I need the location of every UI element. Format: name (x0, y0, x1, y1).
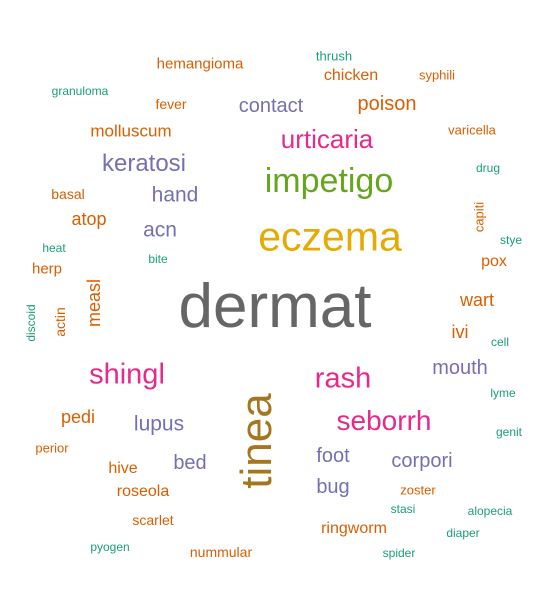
word-eczema: eczema (258, 213, 402, 260)
word-pyogen: pyogen (90, 540, 130, 554)
word-bug: bug (316, 476, 350, 498)
word-seborrh: seborrh (336, 405, 432, 436)
word-scarlet: scarlet (132, 512, 174, 528)
word-perior: perior (35, 440, 69, 456)
word-heat: heat (42, 241, 66, 255)
word-thrush: thrush (315, 48, 353, 64)
word-tinea: tinea (232, 393, 281, 489)
word-shingl: shingl (89, 358, 165, 391)
word-granuloma: granuloma (51, 84, 109, 98)
word-hand: hand (151, 183, 199, 207)
word-capiti: capiti (471, 201, 487, 233)
word-atop: atop (71, 209, 107, 229)
word-zoster: zoster (400, 482, 436, 498)
word-bed: bed (173, 452, 207, 474)
word-roseola: roseola (116, 483, 170, 500)
word-bite: bite (148, 252, 168, 266)
word-discoid: discoid (24, 304, 38, 342)
word-fever: fever (155, 96, 187, 112)
word-ivi: ivi (451, 322, 469, 342)
word-stye: stye (499, 233, 523, 247)
word-alopecia: alopecia (467, 504, 513, 518)
word-urticaria: urticaria (280, 124, 374, 154)
word-acn: acn (143, 218, 177, 242)
word-genit: genit (495, 425, 523, 439)
word-drug: drug (475, 161, 501, 175)
word-lupus: lupus (133, 412, 185, 436)
word-wart: wart (459, 290, 495, 310)
word-varicella: varicella (448, 122, 496, 138)
word-diaper: diaper (446, 526, 480, 540)
word-ringworm: ringworm (321, 520, 387, 537)
word-rash: rash (314, 362, 372, 395)
word-pox: pox (481, 253, 507, 270)
word-nummular: nummular (189, 544, 253, 560)
word-hemangioma: hemangioma (156, 55, 244, 73)
word-measl: measl (84, 278, 104, 328)
word-impetigo: impetigo (264, 162, 394, 200)
word-actin: actin (52, 307, 68, 337)
word-spider: spider (382, 546, 416, 560)
word-keratosi: keratosi (101, 150, 187, 177)
word-poison: poison (357, 93, 417, 115)
word-molluscum: molluscum (90, 121, 172, 141)
word-lyme: lyme (490, 386, 516, 400)
word-herp: herp (31, 260, 63, 278)
word-corpori: corpori (391, 450, 453, 472)
word-hive: hive (108, 460, 138, 477)
word-chicken: chicken (323, 67, 379, 84)
word-contact: contact (238, 95, 304, 117)
word-stasi: stasi (390, 502, 416, 516)
word-basal: basal (51, 186, 85, 202)
word-cell: cell (490, 335, 510, 349)
word-dermat: dermat (178, 272, 372, 341)
word-syphili: syphili (418, 67, 456, 83)
word-foot: foot (316, 445, 350, 467)
word-mouth: mouth (432, 357, 488, 379)
word-pedi: pedi (60, 407, 96, 427)
